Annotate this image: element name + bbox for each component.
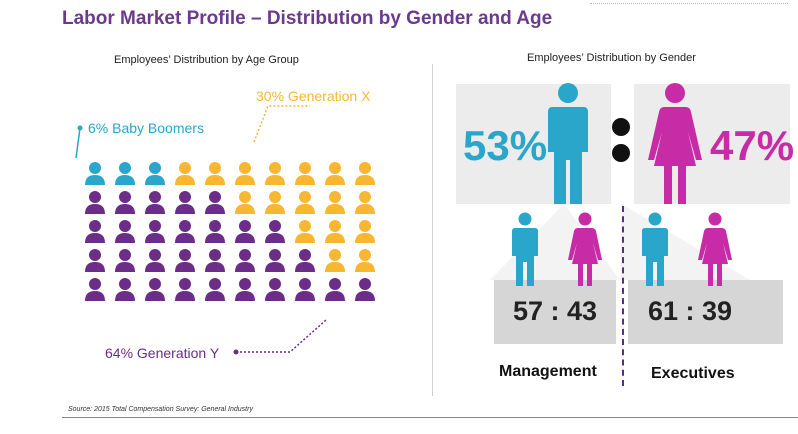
generation-y-person-icon: [260, 216, 290, 245]
generation-y-person-icon: [230, 274, 260, 303]
generation-y-person-icon: [140, 274, 170, 303]
generation-x-callout-line: [253, 105, 310, 143]
generation-y-person-icon: [110, 187, 140, 216]
generation-x-person-icon: [290, 187, 320, 216]
generation-x-person-icon: [200, 158, 230, 187]
generation-y-person-icon: [170, 274, 200, 303]
baby-boomers-callout-line: [75, 127, 81, 159]
generation-y-person-icon: [170, 187, 200, 216]
generation-y-person-icon: [170, 216, 200, 245]
footer-rule: [62, 417, 798, 418]
age-person-grid: [80, 158, 380, 303]
generation-y-person-icon: [230, 245, 260, 274]
management-ratio-box: [494, 280, 616, 344]
generation-x-person-icon: [320, 245, 350, 274]
management-ratio: 57 : 43: [513, 296, 598, 326]
generation-y-person-icon: [290, 274, 320, 303]
generation-x-person-icon: [170, 158, 200, 187]
generation-y-person-icon: [320, 274, 350, 303]
generation-y-person-icon: [140, 245, 170, 274]
executives-ratio: 61 : 39: [648, 296, 733, 326]
generation-x-person-icon: [260, 158, 290, 187]
generation-x-person-icon: [350, 245, 380, 274]
generation-y-person-icon: [80, 187, 110, 216]
management-label: Management: [499, 363, 597, 380]
generation-x-person-icon: [290, 216, 320, 245]
generation-y-callout-line: [236, 319, 327, 353]
baby-boomers-person-icon: [80, 158, 110, 187]
generation-x-label: 30% Generation X: [256, 88, 371, 104]
executives-label: Executives: [651, 365, 735, 382]
generation-x-person-icon: [230, 158, 260, 187]
baby-boomers-person-icon: [110, 158, 140, 187]
generation-y-person-icon: [140, 187, 170, 216]
age-section-heading: Employees’ Distribution by Age Group: [114, 54, 299, 66]
generation-x-person-icon: [230, 187, 260, 216]
generation-x-person-icon: [350, 216, 380, 245]
generation-y-person-icon: [140, 216, 170, 245]
section-divider: [432, 64, 433, 396]
generation-y-person-icon: [200, 187, 230, 216]
large-female-figure-icon: [648, 83, 702, 204]
management-female-figure-icon: [568, 212, 602, 286]
generation-y-person-icon: [230, 216, 260, 245]
generation-x-person-icon: [350, 187, 380, 216]
generation-y-person-icon: [350, 274, 380, 303]
management-male-figure-icon: [512, 212, 538, 286]
generation-y-person-icon: [200, 216, 230, 245]
gender-section-heading: Employees’ Distribution by Gender: [527, 52, 696, 64]
generation-y-person-icon: [260, 274, 290, 303]
top-dotted-rule: [590, 3, 788, 4]
page-title: Labor Market Profile – Distribution by G…: [62, 8, 553, 29]
male-percentage: 53%: [463, 122, 548, 169]
generation-x-person-icon: [350, 158, 380, 187]
generation-y-person-icon: [200, 245, 230, 274]
executives-female-figure-icon: [698, 212, 732, 286]
baby-boomers-label: 6% Baby Boomers: [88, 120, 204, 136]
generation-x-person-icon: [290, 158, 320, 187]
executives-male-figure-icon: [642, 212, 668, 286]
generation-y-person-icon: [80, 216, 110, 245]
generation-y-label: 64% Generation Y: [105, 345, 220, 361]
generation-y-person-icon: [290, 245, 320, 274]
baby-boomers-person-icon: [140, 158, 170, 187]
colon-dot-top: [612, 118, 630, 136]
generation-x-person-icon: [320, 187, 350, 216]
generation-y-person-icon: [110, 274, 140, 303]
generation-x-person-icon: [320, 216, 350, 245]
large-male-figure-icon: [548, 83, 588, 204]
generation-y-person-icon: [200, 274, 230, 303]
source-note: Source: 2015 Total Compensation Survey: …: [68, 406, 253, 413]
colon-dot-bottom: [612, 144, 630, 162]
generation-y-person-icon: [80, 274, 110, 303]
generation-y-person-icon: [110, 216, 140, 245]
generation-y-person-icon: [260, 245, 290, 274]
generation-y-person-icon: [110, 245, 140, 274]
generation-x-person-icon: [260, 187, 290, 216]
generation-y-callout-dot: [233, 349, 239, 355]
generation-x-person-icon: [320, 158, 350, 187]
generation-y-person-icon: [80, 245, 110, 274]
executives-ratio-box: [628, 280, 783, 344]
generation-y-person-icon: [170, 245, 200, 274]
management-executives-divider: [622, 206, 624, 386]
female-percentage: 47%: [710, 122, 795, 169]
